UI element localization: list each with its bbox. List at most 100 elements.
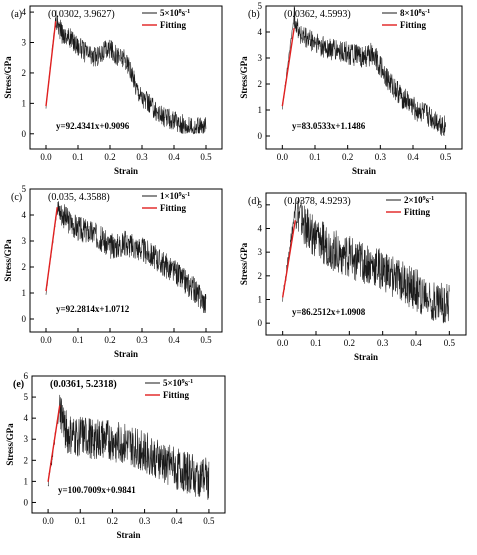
y-axis-label: Stress/GPa <box>3 239 13 282</box>
panel-label: (e) <box>13 379 24 390</box>
data-series-line <box>282 6 446 136</box>
fitting-line <box>281 27 295 107</box>
panel-label: (a) <box>11 9 22 20</box>
y-tick-label: 1 <box>24 476 29 486</box>
legend: 8×108s-1 Fitting <box>382 8 430 30</box>
plot-frame <box>265 192 467 336</box>
panel-label: (c) <box>11 192 22 203</box>
y-tick-label: 4 <box>24 413 29 423</box>
legend: 5×108s-1 Fitting <box>142 8 190 30</box>
chart-panel-c: 0.0 0.1 0.2 0.3 0.4 0.5 0 1 2 3 4 5 Strain Stress/GPa… <box>0 183 238 366</box>
x-tick-label: 0.3 <box>139 516 151 526</box>
plot-frame <box>265 5 463 150</box>
chart-c-svg: 0.0 0.1 0.2 0.3 0.4 0.5 0 1 2 3 4 5 Strain Stress/GPa… <box>3 184 223 359</box>
y-tick-label: 5 <box>24 392 29 402</box>
x-tick-label: 0.4 <box>168 335 180 345</box>
x-tick-label: 0.2 <box>107 516 118 526</box>
y-tick-label: 0 <box>24 497 29 507</box>
y-tick-label: 3 <box>258 53 263 63</box>
y-tick-label: 4 <box>258 27 263 37</box>
y-tick-label: 2 <box>258 79 263 89</box>
y-tick-label: 3 <box>22 38 27 48</box>
legend-label-fit: Fitting <box>160 20 186 30</box>
x-tick-label: 0.0 <box>277 338 289 348</box>
y-axis-label: Stress/GPa <box>240 242 249 285</box>
y-tick-label: 2 <box>24 455 29 465</box>
x-tick-label: 0.0 <box>40 335 52 345</box>
fit-equation: y=100.7009x+0.9841 <box>58 485 136 495</box>
fitting-line <box>45 21 57 107</box>
x-tick-label: 0.4 <box>171 516 183 526</box>
x-tick-label: 0.0 <box>277 152 289 162</box>
legend-label-data: 5×108s-1 <box>160 8 190 18</box>
x-tick-label: 0.3 <box>136 152 148 162</box>
x-axis-label: Strain <box>114 349 138 359</box>
y-tick-label: 1 <box>22 288 27 298</box>
y-tick-label: 2 <box>22 68 27 78</box>
chart-e-svg: 0.0 0.1 0.2 0.3 0.4 0.5 0 1 2 3 4 5 6 Strain Stress/GP… <box>5 371 226 540</box>
x-tick-label: 0.5 <box>203 516 215 526</box>
fit-equation: y=92.4341x+0.9096 <box>56 121 130 131</box>
data-series-line <box>45 10 207 135</box>
x-tick-label: 0.1 <box>310 338 321 348</box>
plot-frame <box>29 5 223 150</box>
legend-label-fit: Fitting <box>160 203 186 213</box>
fit-equation: y=86.2512x+1.0908 <box>292 307 366 317</box>
legend: 2×109s-1 Fitting <box>386 195 434 217</box>
fitting-line <box>47 405 61 482</box>
chart-panel-b: 0.0 0.1 0.2 0.3 0.4 0.5 0 1 2 3 4 5 Strain Stress/GPa… <box>239 0 477 183</box>
y-tick-label: 4 <box>22 7 27 17</box>
x-tick-label: 0.5 <box>440 152 452 162</box>
legend-label-fit: Fitting <box>163 390 189 400</box>
y-tick-label: 3 <box>24 434 29 444</box>
x-tick-label: 0.1 <box>72 335 83 345</box>
y-tick-label: 2 <box>258 271 263 281</box>
x-tick-label: 0.1 <box>309 152 320 162</box>
x-tick-label: 0.0 <box>42 516 54 526</box>
y-tick-label: 0 <box>22 129 27 139</box>
chart-panel-e: 0.0 0.1 0.2 0.3 0.4 0.5 0 1 2 3 4 5 6 Strain Stress/GP… <box>0 366 238 550</box>
x-tick-label: 0.1 <box>75 516 86 526</box>
x-tick-label: 0.5 <box>444 338 456 348</box>
x-tick-label: 0.4 <box>410 338 422 348</box>
y-tick-label: 1 <box>22 98 27 108</box>
legend-label-fit: Fitting <box>400 20 426 30</box>
y-tick-label: 4 <box>258 224 263 234</box>
legend-label-data: 5×109s-1 <box>163 378 193 388</box>
y-tick-label: 1 <box>258 295 263 305</box>
legend-label-fit: Fitting <box>404 207 430 217</box>
x-tick-label: 0.3 <box>136 335 148 345</box>
fit-equation: y=92.2814x+1.0712 <box>56 304 130 314</box>
legend: 1×109s-1 Fitting <box>142 191 190 213</box>
x-tick-label: 0.1 <box>72 152 83 162</box>
legend-label-data: 2×109s-1 <box>404 195 434 205</box>
data-series-line <box>47 394 210 500</box>
legend-label-data: 8×108s-1 <box>400 8 430 18</box>
peak-annotation: (0.0362, 4.5993) <box>284 9 351 20</box>
x-tick-label: 0.5 <box>200 152 212 162</box>
x-tick-label: 0.4 <box>168 152 180 162</box>
y-tick-label: 1 <box>258 105 263 115</box>
x-tick-label: 0.3 <box>375 152 387 162</box>
y-axis-label: Stress/GPa <box>3 56 13 99</box>
fitting-line <box>281 220 296 298</box>
panel-label: (d) <box>248 196 260 207</box>
x-axis-label: Strain <box>114 166 138 176</box>
peak-annotation: (0.0361, 5.2318) <box>50 379 117 390</box>
x-tick-label: 0.0 <box>40 152 52 162</box>
x-tick-label: 0.2 <box>104 152 115 162</box>
chart-panel-d: 0.0 0.1 0.2 0.3 0.4 0.5 0 1 2 3 4 5 Strain Stress/GPa… <box>239 183 477 366</box>
fit-equation: y=83.0533x+1.1486 <box>292 121 366 131</box>
chart-d-svg: 0.0 0.1 0.2 0.3 0.4 0.5 0 1 2 3 4 5 Strain Stress/GPa… <box>239 192 467 362</box>
y-tick-label: 5 <box>258 200 263 210</box>
y-axis-label: Stress/GPa <box>5 423 15 466</box>
y-tick-label: 5 <box>258 1 263 11</box>
x-tick-label: 0.3 <box>377 338 389 348</box>
x-tick-label: 0.2 <box>344 338 355 348</box>
y-tick-label: 4 <box>22 210 27 220</box>
x-axis-label: Strain <box>352 166 376 176</box>
panel-label: (b) <box>248 9 260 20</box>
data-series-line <box>282 197 450 324</box>
x-tick-label: 0.5 <box>200 335 212 345</box>
x-axis-label: Strain <box>354 352 378 362</box>
